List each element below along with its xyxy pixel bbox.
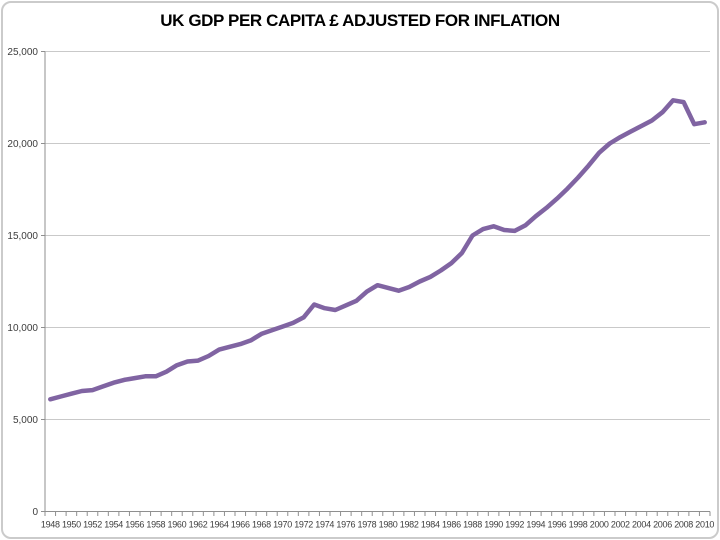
x-axis-label: 1990 <box>484 520 503 530</box>
x-axis-label: 1974 <box>315 520 334 530</box>
x-axis-label: 1988 <box>463 520 482 530</box>
x-axis-label: 1960 <box>168 520 187 530</box>
x-axis-label: 1998 <box>569 520 588 530</box>
x-axis-label: 2002 <box>611 520 630 530</box>
x-axis-label: 1958 <box>146 520 165 530</box>
x-axis-label: 1962 <box>189 520 208 530</box>
x-axis-label: 1996 <box>548 520 567 530</box>
x-axis-label: 1956 <box>125 520 144 530</box>
y-axis-label: 20,000 <box>7 139 38 150</box>
x-axis-label: 1952 <box>83 520 102 530</box>
x-axis-label: 1972 <box>294 520 313 530</box>
y-axis-label: 15,000 <box>7 231 38 242</box>
x-axis-label: 1992 <box>505 520 524 530</box>
x-axis-label: 2008 <box>674 520 693 530</box>
x-axis-label: 1984 <box>421 520 440 530</box>
y-axis-label: 0 <box>32 507 38 518</box>
x-axis-label: 1964 <box>210 520 229 530</box>
x-axis-label: 1970 <box>273 520 292 530</box>
y-axis-label: 5,000 <box>13 415 38 426</box>
x-axis-label: 2004 <box>632 520 651 530</box>
x-axis-label: 1968 <box>252 520 271 530</box>
x-axis-label: 1980 <box>379 520 398 530</box>
x-axis-label: 2010 <box>695 520 714 530</box>
x-axis-label: 1986 <box>442 520 461 530</box>
y-axis-label: 25,000 <box>7 47 38 58</box>
x-axis-label: 2000 <box>590 520 609 530</box>
x-axis-label: 1982 <box>400 520 419 530</box>
x-axis-label: 1976 <box>336 520 355 530</box>
x-axis-label: 1954 <box>104 520 123 530</box>
x-axis-label: 1966 <box>231 520 250 530</box>
y-axis-label: 10,000 <box>7 323 38 334</box>
data-line-gdp-per-capita <box>48 98 707 402</box>
x-axis-label: 2006 <box>653 520 672 530</box>
x-axis-label: 1950 <box>62 520 81 530</box>
x-axis-label: 1978 <box>358 520 377 530</box>
x-axis-label: 1948 <box>41 520 60 530</box>
x-axis-label: 1994 <box>526 520 545 530</box>
chart-title: UK GDP PER CAPITA £ ADJUSTED FOR INFLATI… <box>160 11 560 30</box>
